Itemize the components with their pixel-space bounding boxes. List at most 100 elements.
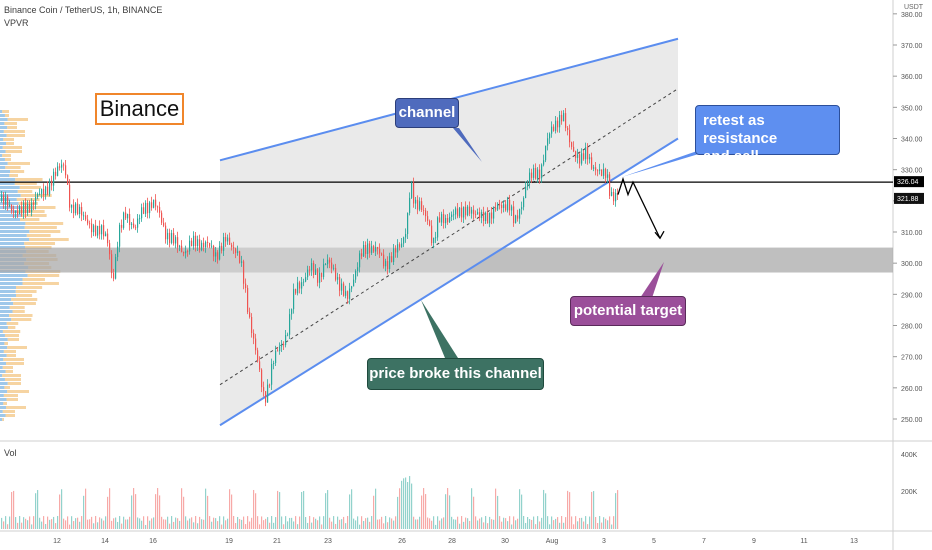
candle-body	[419, 201, 421, 210]
volume-bar	[87, 519, 89, 529]
volume-bar	[473, 496, 475, 529]
volume-profile-bar	[6, 322, 19, 325]
broke-channel-text: price broke this channel	[369, 365, 542, 382]
candle-body	[15, 210, 17, 213]
volume-bar	[573, 524, 575, 529]
candle-body	[241, 261, 243, 263]
volume-profile-bar	[26, 234, 51, 237]
candle-body	[47, 186, 49, 195]
volume-profile-bar	[0, 222, 26, 225]
candle-body	[215, 252, 217, 257]
candle-body	[577, 154, 579, 158]
candle-body	[59, 166, 61, 168]
candle-body	[301, 282, 303, 289]
volume-bar	[415, 519, 417, 529]
candle-body	[503, 204, 505, 208]
volume-bar	[317, 520, 319, 529]
candle-body	[417, 199, 419, 210]
candle-body	[359, 253, 361, 268]
volume-bar	[517, 518, 519, 529]
volume-bar	[15, 517, 17, 529]
volume-bar	[247, 516, 249, 529]
candle-body	[137, 218, 139, 228]
candle-body	[273, 363, 275, 364]
candle-body	[339, 277, 341, 291]
volume-profile-bar	[0, 414, 6, 417]
projection-path	[617, 176, 665, 240]
volume-bar	[55, 523, 57, 529]
candle-body	[325, 264, 327, 265]
volume-bar	[313, 517, 315, 529]
volume-bar	[343, 516, 345, 529]
candle-body	[467, 206, 469, 216]
channel-callout-pointer	[453, 128, 482, 162]
volume-bar	[257, 516, 259, 529]
candle-body	[605, 168, 607, 178]
volume-profile-bar	[15, 290, 37, 293]
volume-profile-bar	[4, 114, 9, 117]
price-tick-label: 360.00	[901, 74, 923, 81]
volume-bar	[499, 516, 501, 529]
volume-profile-bar	[5, 150, 22, 153]
volume-bar	[465, 517, 467, 529]
time-axis[interactable]: 12 14 16 19 21 23 26 28 30 Aug 3 5 7 9 11 13	[53, 538, 858, 545]
volume-profile-bar	[11, 298, 38, 301]
volume-profile-bar	[4, 122, 18, 125]
volume-profile-bar	[0, 122, 5, 125]
volume-profile-bar	[5, 166, 21, 169]
candle-body	[33, 202, 35, 205]
volume-bar	[355, 520, 357, 529]
candle-body	[247, 287, 249, 313]
volume-bar	[431, 520, 433, 529]
volume-bar	[21, 522, 23, 529]
candle-body	[289, 314, 291, 335]
volume-bar	[617, 490, 619, 529]
candle-body	[601, 169, 603, 176]
volume-bar	[115, 517, 117, 529]
volume-bar	[577, 521, 579, 529]
volume-bar	[51, 519, 53, 529]
candle-body	[323, 264, 325, 277]
volume-profile-bar	[0, 330, 3, 333]
volume-bar	[485, 516, 487, 529]
candle-body	[383, 254, 385, 267]
volume-profile-bar	[0, 386, 5, 389]
price-axis[interactable]: 250.00 260.00 270.00 280.00 290.00 300.00 310.…	[893, 12, 924, 496]
volume-profile-bar	[4, 342, 8, 345]
volume-bar	[233, 516, 235, 529]
candle-body	[615, 192, 617, 202]
volume-bar	[403, 478, 405, 529]
candle-body	[507, 199, 509, 211]
volume-bar	[81, 516, 83, 529]
candle-body	[75, 203, 77, 214]
volume-bar	[83, 495, 85, 529]
volume-bar	[43, 516, 45, 529]
volume-profile-bar	[6, 406, 27, 409]
candle-body	[199, 239, 201, 251]
volume-profile-bar	[0, 234, 27, 237]
volume-bar	[37, 490, 39, 529]
candle-body	[447, 218, 449, 223]
candle-body	[541, 164, 543, 179]
price-tick-label: 300.00	[901, 261, 923, 268]
volume-profile-bar	[0, 218, 21, 221]
volume-bar	[241, 519, 243, 529]
candle-body	[105, 233, 107, 237]
volume-bar	[305, 517, 307, 529]
volume-bar	[297, 524, 299, 529]
volume-profile-bar	[16, 286, 43, 289]
volume-bars	[1, 476, 619, 529]
volume-bar	[463, 521, 465, 529]
candle-body	[227, 237, 229, 242]
candle-body	[21, 206, 23, 214]
volume-profile-bar	[0, 294, 17, 297]
retest-callout-line1: retest as resistance	[703, 112, 778, 147]
candle-body	[303, 281, 305, 283]
volume-profile-bar	[0, 410, 3, 413]
candle-body	[123, 212, 125, 228]
volume-profile-bar	[0, 322, 7, 325]
candle-body	[441, 214, 443, 223]
candle-body	[435, 237, 437, 239]
